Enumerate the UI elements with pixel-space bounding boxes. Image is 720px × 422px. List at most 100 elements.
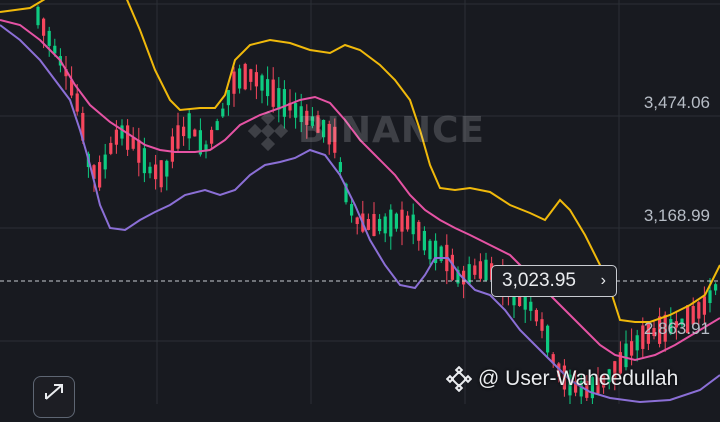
candle-body xyxy=(484,259,488,281)
candle-body xyxy=(232,71,236,94)
price-chart[interactable] xyxy=(0,0,720,404)
candle-body xyxy=(417,221,421,241)
candle-body xyxy=(260,75,264,91)
chevron-right-icon: › xyxy=(600,272,606,289)
binance-logo-icon xyxy=(446,366,472,392)
candle-body xyxy=(198,130,202,155)
candle-body xyxy=(652,328,656,336)
candle-body xyxy=(439,246,443,261)
candle-body xyxy=(456,269,460,284)
candle-body xyxy=(131,137,135,149)
candle-body xyxy=(467,264,471,284)
candle-body xyxy=(383,216,387,234)
price-axis-label: 3,168.99 xyxy=(643,206,710,225)
candle-body xyxy=(221,108,225,117)
binance-logo-icon xyxy=(248,110,288,151)
candle-body xyxy=(366,219,370,230)
candle-body xyxy=(372,213,376,237)
candle-body xyxy=(618,352,622,374)
candle-body xyxy=(170,136,174,162)
candle-body xyxy=(624,343,628,368)
user-tag: @ User-Waheedullah xyxy=(446,366,678,392)
candle-body xyxy=(355,217,359,225)
candle-body xyxy=(282,89,286,117)
candle-body xyxy=(658,316,662,344)
candle-body xyxy=(277,88,281,110)
candle-body xyxy=(64,69,68,77)
candle-body xyxy=(686,305,690,334)
candle-body xyxy=(98,162,102,188)
candle-body xyxy=(697,302,701,319)
last-price-value: 3,023.95 xyxy=(502,270,576,291)
lower-band-line xyxy=(0,24,720,404)
candle-body xyxy=(551,354,555,364)
candle-body xyxy=(378,218,382,232)
candle-body xyxy=(75,93,79,112)
candle-body xyxy=(389,209,393,237)
candle-body xyxy=(305,110,309,125)
candle-body xyxy=(187,113,191,139)
candle-body xyxy=(92,165,96,179)
candle-body xyxy=(159,160,163,188)
candle-body xyxy=(529,301,533,311)
candle-body xyxy=(669,319,673,334)
candle-body xyxy=(691,306,695,325)
expand-button[interactable] xyxy=(33,376,75,418)
price-axis-label: 3,474.06 xyxy=(643,93,710,112)
candle-body xyxy=(333,126,337,153)
candle-body xyxy=(288,102,292,111)
price-axis-label: 2,863.91 xyxy=(643,319,710,338)
candle-body xyxy=(518,293,522,307)
candle-body xyxy=(47,30,51,46)
candle-body xyxy=(299,106,303,123)
candle-body xyxy=(322,119,326,138)
candle-body xyxy=(70,79,74,96)
watermark-text: BINANCE xyxy=(298,110,485,151)
candle-body xyxy=(215,121,219,131)
candle-body xyxy=(42,18,46,36)
candle-body xyxy=(271,79,275,107)
candlesticks xyxy=(36,5,718,404)
candle-body xyxy=(434,240,438,264)
candle-body xyxy=(680,318,684,325)
candle-body xyxy=(478,261,482,279)
candle-body xyxy=(473,265,477,275)
candle-body xyxy=(523,295,527,310)
candle-body xyxy=(204,144,208,152)
candle-body xyxy=(254,72,258,87)
candle-body xyxy=(294,103,298,118)
candle-body xyxy=(562,365,566,390)
candle-body xyxy=(702,296,706,315)
candle-body xyxy=(428,240,432,260)
candle-body xyxy=(137,139,141,163)
candle-body xyxy=(126,125,130,150)
candle-body xyxy=(607,369,611,383)
candle-body xyxy=(36,6,40,26)
candle-body xyxy=(394,213,398,229)
candle-body xyxy=(165,160,169,177)
candle-body xyxy=(450,254,454,280)
user-tag-text: @ User-Waheedullah xyxy=(478,367,679,390)
candle-body xyxy=(327,123,331,145)
candle-body xyxy=(316,115,320,133)
candle-body xyxy=(635,335,639,351)
candle-body xyxy=(154,164,158,180)
candle-body xyxy=(546,325,550,353)
candle-body xyxy=(641,325,645,349)
binance-watermark: BINANCE xyxy=(248,110,485,151)
candle-body xyxy=(422,230,426,251)
last-price-badge[interactable]: 3,023.95 › xyxy=(491,265,617,297)
candle-body xyxy=(81,112,85,141)
candle-body xyxy=(243,63,247,90)
candle-body xyxy=(120,125,124,139)
expand-arrows-icon xyxy=(45,384,63,400)
candle-body xyxy=(674,321,678,328)
candle-body xyxy=(663,314,667,342)
candle-body xyxy=(613,361,617,380)
candle-body xyxy=(714,284,718,291)
candle-body xyxy=(226,90,230,106)
candle-body xyxy=(568,374,572,396)
candle-body xyxy=(590,376,594,399)
candle-body xyxy=(596,377,600,394)
candle-body xyxy=(182,126,186,137)
